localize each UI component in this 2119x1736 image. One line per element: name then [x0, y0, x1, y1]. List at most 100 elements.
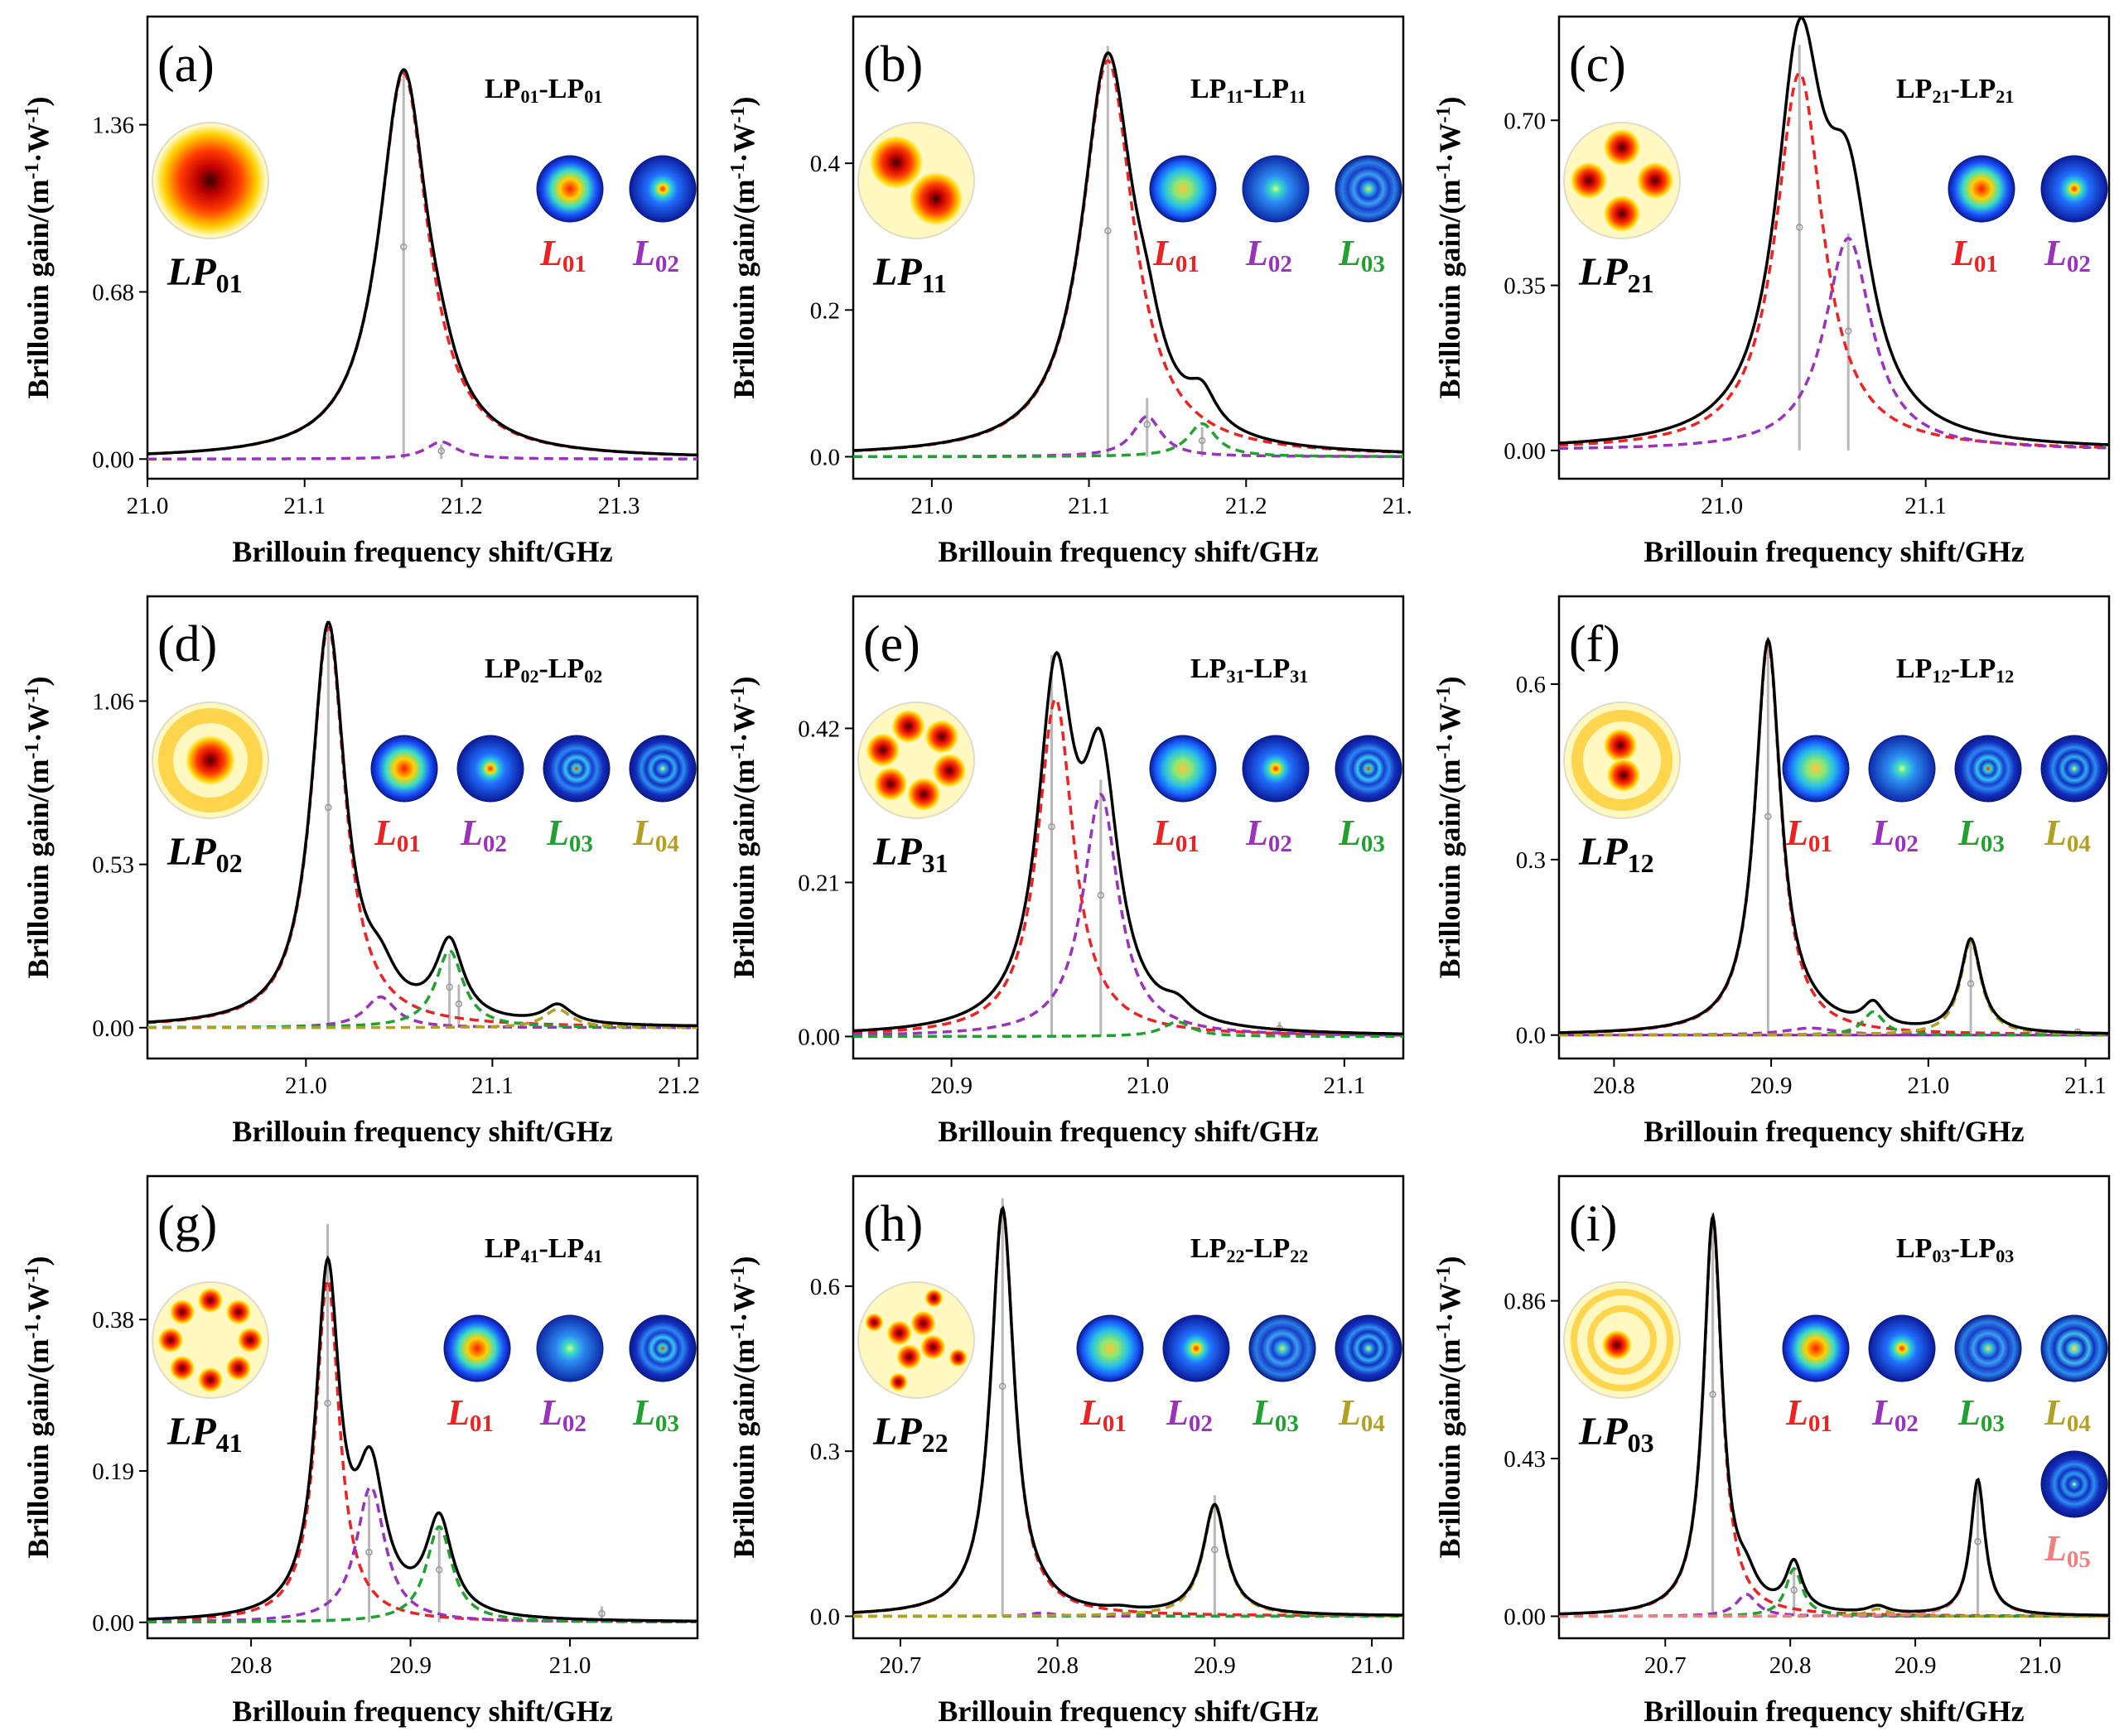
acoustic-mode-image-L01 — [370, 735, 438, 803]
acoustic-mode-image-L02 — [456, 735, 524, 803]
mode-title: LP22-LP22 — [1190, 1233, 1308, 1266]
lp-mode-label: LP01 — [167, 250, 243, 298]
panel-label: (a) — [157, 36, 215, 93]
y-tick-label: 0.0 — [810, 1603, 840, 1630]
optical-mode-pattern-LP02 — [152, 702, 269, 819]
stem-marker — [1764, 813, 1772, 820]
fit-L02 — [853, 414, 1403, 459]
acoustic-mode-image-L02 — [1242, 735, 1310, 803]
y-tick-label: 0.86 — [1504, 1289, 1546, 1315]
stem-marker — [1211, 1546, 1219, 1554]
stem-marker — [437, 447, 446, 455]
y-axis-label: Brillouin gain/(m-1·W-1) — [22, 1256, 55, 1558]
mode-title: LP01-LP01 — [485, 74, 602, 107]
x-tick-label: 21.2 — [1225, 493, 1267, 519]
y-tick-label: 0.0 — [810, 444, 840, 470]
optical-mode-pattern-LP21 — [1563, 122, 1681, 239]
stem-marker — [324, 1399, 331, 1407]
legend-L03: L03 — [632, 1392, 679, 1437]
x-axis-label: Brillouin frequency shift/GHz — [1644, 535, 2024, 568]
plot-frame — [852, 15, 1405, 480]
acoustic-mode-image-L02 — [2040, 155, 2108, 223]
legend-L04: L04 — [1338, 1392, 1385, 1437]
lp-mode-label: LP12 — [1578, 830, 1654, 878]
x-tick-label: 21.3 — [598, 493, 640, 519]
x-axis-label: Brillouin frequency shift/GHz — [938, 1115, 1318, 1148]
mode-title: LP02-LP02 — [485, 653, 602, 687]
plot-frame — [1557, 15, 2111, 480]
optical-mode-pattern-LP22 — [857, 1281, 975, 1399]
y-axis-label: Brillouin gain/(m-1·W-1) — [1433, 1256, 1466, 1558]
plot-area — [853, 46, 1403, 459]
fit-L02 — [1559, 236, 2109, 451]
acoustic-mode-image-L01 — [536, 155, 604, 223]
legend-L03: L03 — [1957, 1392, 2005, 1437]
x-tick-label: 21.1 — [471, 1073, 514, 1099]
acoustic-mode-image-L02 — [629, 155, 697, 223]
legend-L02: L02 — [632, 233, 679, 277]
stem-marker — [1967, 980, 1975, 987]
legend-L01: L01 — [1785, 1392, 1832, 1437]
y-tick-label: 0.2 — [810, 297, 840, 324]
acoustic-mode-image-L03 — [629, 1314, 697, 1382]
y-tick-label: 0.42 — [798, 716, 840, 742]
x-tick-label: 21.0 — [127, 493, 169, 519]
legend-L02: L02 — [1245, 813, 1292, 857]
y-tick-label: 0.68 — [92, 279, 134, 306]
fit-L01 — [853, 1206, 1403, 1618]
total-gain-curve — [853, 650, 1403, 1036]
legend-L01: L01 — [539, 233, 586, 277]
legend-L01: L01 — [1152, 233, 1199, 277]
stem-marker — [1048, 822, 1055, 831]
acoustic-mode-image-L01 — [1076, 1314, 1144, 1382]
legend-L01: L01 — [374, 813, 421, 857]
y-axis-label: Brillouin gain/(m-1·W-1) — [1433, 96, 1466, 398]
stem-marker — [1198, 436, 1206, 445]
legend-L03: L03 — [1957, 813, 2005, 857]
x-axis-label: Brillouin frequency shift/GHz — [1644, 1695, 2024, 1728]
y-tick-label: 1.06 — [92, 688, 134, 715]
panel-label: (h) — [863, 1196, 923, 1252]
chart-panel-c: 21.0 21.1 0.00 0.35 0.70 Brillouin frequency … — [1433, 15, 2111, 568]
y-axis-label: Brillouin gain/(m-1·W-1) — [727, 1256, 760, 1558]
chart-panel-a: 21.0 21.1 21.2 21.3 0.00 0.68 1.36 Brillouin fr… — [22, 15, 699, 568]
acoustic-mode-image-L03 — [1335, 735, 1402, 803]
fit-L04 — [1559, 939, 2109, 1037]
acoustic-mode-image-L01 — [1149, 155, 1217, 223]
acoustic-mode-image-L02 — [1242, 155, 1310, 223]
x-axis-label: Brillouin frequency shift/GHz — [232, 1695, 612, 1728]
stem-marker — [1097, 891, 1105, 899]
y-tick-label: 0.35 — [1504, 273, 1546, 300]
stem-marker — [1104, 227, 1112, 234]
x-tick-label: 21.1 — [1323, 1073, 1365, 1099]
plot-area — [147, 68, 697, 461]
x-axis-label: Brillouin frequency shift/GHz — [1644, 1115, 2024, 1148]
y-axis-label: Brillouin gain/(m-1·W-1) — [727, 676, 760, 978]
lp-mode-label: LP03 — [1578, 1410, 1654, 1458]
stem-marker — [1795, 224, 1803, 231]
panel-label: (d) — [157, 616, 217, 673]
x-axis-label: Brillouin frequency shift/GHz — [938, 1695, 1318, 1728]
lp-mode-label: LP11 — [872, 250, 947, 298]
acoustic-mode-image-L03 — [543, 735, 611, 803]
acoustic-mode-image-L02 — [536, 1314, 604, 1382]
plot-frame — [146, 595, 699, 1060]
acoustic-mode-image-L04 — [1335, 1314, 1402, 1382]
acoustic-mode-image-L02 — [1162, 1314, 1230, 1382]
acoustic-mode-image-L04 — [629, 735, 697, 803]
x-tick-label: 21.1 — [1904, 493, 1947, 519]
y-tick-label: 0.3 — [1516, 847, 1546, 874]
x-tick-label: 21.0 — [2020, 1652, 2062, 1679]
fit-L02 — [147, 440, 697, 461]
stem-marker — [1974, 1538, 1981, 1546]
acoustic-mode-image-L01 — [1149, 735, 1217, 803]
x-axis-label: Brillouin frequency shift/GHz — [232, 1115, 612, 1148]
legend-L03: L03 — [546, 813, 593, 857]
legend-L02: L02 — [460, 813, 507, 857]
total-gain-curve — [1559, 1212, 2109, 1617]
chart-panel-h: 20.7 20.8 20.9 21.0 0.0 0.3 0.6 Brillouin frequ… — [727, 1174, 1405, 1728]
stem-marker — [1143, 421, 1151, 428]
stem-marker — [399, 243, 408, 251]
x-tick-label: 21.0 — [1701, 493, 1743, 519]
optical-mode-pattern-LP12 — [1563, 702, 1681, 819]
